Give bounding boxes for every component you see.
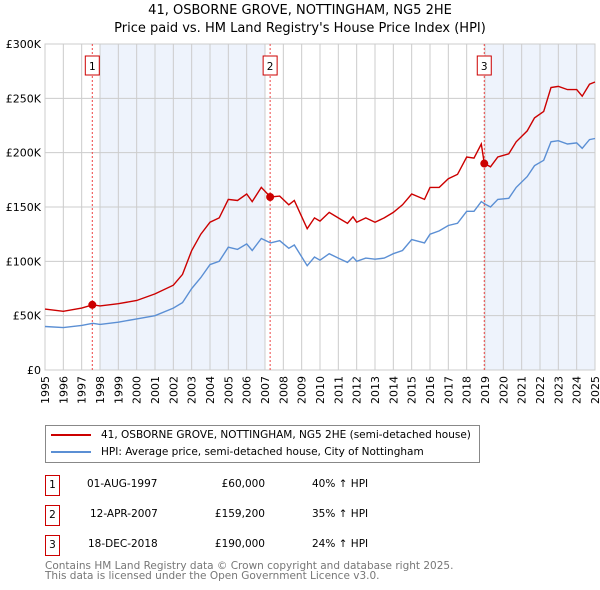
sale-point xyxy=(88,300,97,309)
x-tick-label: 1999 xyxy=(112,376,125,404)
x-tick-label: 2004 xyxy=(204,376,217,404)
sale-badge: 3 xyxy=(45,535,60,556)
x-tick-label: 2019 xyxy=(479,376,492,404)
x-tick-label: 2008 xyxy=(277,376,290,404)
x-tick-label: 2014 xyxy=(387,376,400,404)
legend-swatch-blue xyxy=(51,451,91,453)
sale-row: 1 01-AUG-1997 £60,000 40% ↑ HPI xyxy=(45,475,445,496)
x-tick-label: 2012 xyxy=(351,376,364,404)
x-tick-label: 2024 xyxy=(571,376,584,404)
x-tick-label: 1998 xyxy=(94,376,107,404)
chart-subtitle: Price paid vs. HM Land Registry's House … xyxy=(114,21,486,36)
sale-point xyxy=(480,159,489,168)
y-tick-label: £250K xyxy=(6,92,42,105)
x-tick-label: 2006 xyxy=(241,376,254,404)
sale-callout-box xyxy=(84,55,100,76)
sale-callout-label: 3 xyxy=(481,61,488,73)
sale-date: 12-APR-2007 xyxy=(90,508,158,520)
x-tick-label: 1995 xyxy=(39,376,52,404)
x-tick-label: 2007 xyxy=(259,376,272,404)
sale-callout-label: 2 xyxy=(267,61,274,73)
footer: Contains HM Land Registry data © Crown c… xyxy=(45,560,454,582)
x-tick-label: 2010 xyxy=(314,376,327,404)
footer-line-1: Contains HM Land Registry data © Crown c… xyxy=(45,560,454,572)
sale-callout-box xyxy=(262,55,278,76)
sale-date: 18-DEC-2018 xyxy=(88,538,158,550)
x-tick-label: 2016 xyxy=(424,376,437,404)
sale-row: 3 18-DEC-2018 £190,000 24% ↑ HPI xyxy=(45,535,445,556)
y-tick-label: £300K xyxy=(6,38,42,51)
sale-price: £159,200 xyxy=(214,508,265,520)
x-tick-label: 2001 xyxy=(149,376,162,404)
x-tick-label: 2022 xyxy=(534,376,547,404)
x-tick-label: 2011 xyxy=(332,376,345,404)
x-tick-label: 1997 xyxy=(76,376,89,404)
y-tick-label: £50K xyxy=(13,310,42,323)
property-price-line xyxy=(44,81,596,313)
sale-point xyxy=(266,193,275,202)
x-tick-label: 2018 xyxy=(461,376,474,404)
footer-line-2: This data is licensed under the Open Gov… xyxy=(45,570,380,582)
x-tick-label: 2023 xyxy=(552,376,565,404)
plot-border xyxy=(44,43,596,371)
legend-label: HPI: Average price, semi-detached house,… xyxy=(101,446,424,458)
sale-row: 2 12-APR-2007 £159,200 35% ↑ HPI xyxy=(45,505,445,526)
x-tick-label: 2021 xyxy=(516,376,529,404)
sale-hpi: 35% ↑ HPI xyxy=(312,508,369,520)
sale-hpi: 24% ↑ HPI xyxy=(312,538,369,550)
legend-item-hpi: HPI: Average price, semi-detached house,… xyxy=(51,446,424,458)
x-tick-label: 2025 xyxy=(589,376,600,404)
x-tick-label: 2015 xyxy=(406,376,419,404)
legend-item-property: 41, OSBORNE GROVE, NOTTINGHAM, NG5 2HE (… xyxy=(51,429,471,441)
plot-area: 1995 1996 1997 1998 1999 2000 2001 2002 2003 2004… xyxy=(6,38,600,404)
sale-callout-label: 1 xyxy=(89,61,96,73)
x-tick-label: 2005 xyxy=(222,376,235,404)
sale-callout-box xyxy=(476,55,492,76)
chart-title: 41, OSBORNE GROVE, NOTTINGHAM, NG5 2HE xyxy=(148,3,452,18)
x-tick-label: 2002 xyxy=(167,376,180,404)
sale-price: £60,000 xyxy=(221,478,265,490)
x-tick-label: 2020 xyxy=(497,376,510,404)
y-tick-label: £150K xyxy=(6,201,42,214)
sale-badge: 2 xyxy=(45,505,60,526)
x-tick-label: 2017 xyxy=(442,376,455,404)
y-tick-label: £100K xyxy=(6,255,42,268)
sale-price: £190,000 xyxy=(214,538,265,550)
y-tick-label: £0 xyxy=(27,364,41,377)
sale-hpi: 40% ↑ HPI xyxy=(312,478,369,490)
x-tick-label: 2013 xyxy=(369,376,382,404)
x-tick-label: 1996 xyxy=(57,376,70,404)
sale-date: 01-AUG-1997 xyxy=(87,478,158,490)
y-tick-label: £200K xyxy=(6,147,42,160)
hpi-line xyxy=(44,137,596,329)
x-tick-label: 2000 xyxy=(131,376,144,404)
legend-label: 41, OSBORNE GROVE, NOTTINGHAM, NG5 2HE (… xyxy=(101,429,471,441)
sale-badge: 1 xyxy=(45,475,60,496)
x-tick-label: 2009 xyxy=(296,376,309,404)
x-tick-label: 2003 xyxy=(186,376,199,404)
legend-swatch-red xyxy=(51,434,91,436)
legend: 41, OSBORNE GROVE, NOTTINGHAM, NG5 2HE (… xyxy=(45,425,480,463)
